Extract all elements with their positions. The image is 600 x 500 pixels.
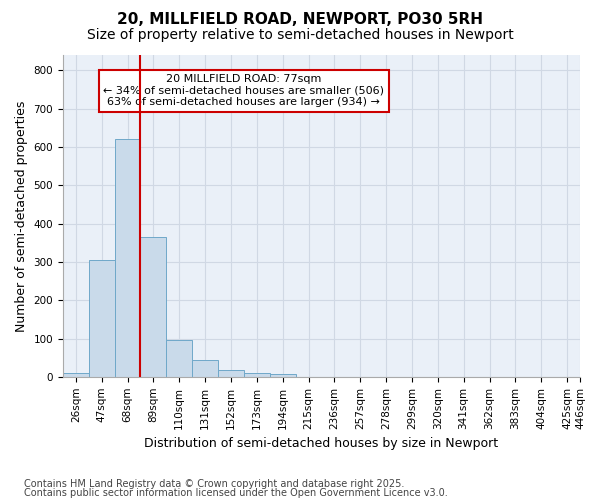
Y-axis label: Number of semi-detached properties: Number of semi-detached properties: [15, 100, 28, 332]
Bar: [192, 360, 218, 377]
Text: Contains HM Land Registry data © Crown copyright and database right 2025.: Contains HM Land Registry data © Crown c…: [24, 479, 404, 489]
Bar: [115, 140, 140, 377]
Bar: [89, 260, 115, 377]
X-axis label: Distribution of semi-detached houses by size in Newport: Distribution of semi-detached houses by …: [145, 437, 499, 450]
Bar: [270, 374, 296, 377]
Bar: [140, 237, 166, 377]
Bar: [218, 370, 244, 377]
Bar: [63, 373, 89, 377]
Text: Size of property relative to semi-detached houses in Newport: Size of property relative to semi-detach…: [86, 28, 514, 42]
Bar: [166, 340, 192, 377]
Bar: [244, 373, 270, 377]
Text: Contains public sector information licensed under the Open Government Licence v3: Contains public sector information licen…: [24, 488, 448, 498]
Text: 20 MILLFIELD ROAD: 77sqm
← 34% of semi-detached houses are smaller (506)
63% of : 20 MILLFIELD ROAD: 77sqm ← 34% of semi-d…: [103, 74, 385, 108]
Text: 20, MILLFIELD ROAD, NEWPORT, PO30 5RH: 20, MILLFIELD ROAD, NEWPORT, PO30 5RH: [117, 12, 483, 28]
